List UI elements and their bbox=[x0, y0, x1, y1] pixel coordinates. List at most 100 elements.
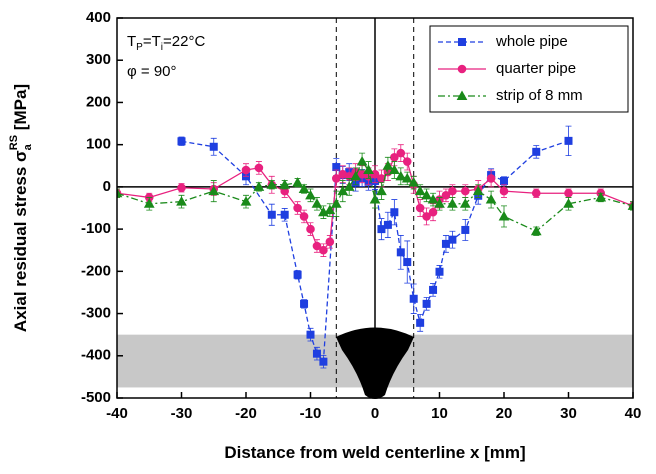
marker bbox=[421, 189, 432, 200]
marker bbox=[241, 165, 251, 175]
marker bbox=[429, 285, 438, 294]
marker bbox=[458, 38, 466, 46]
marker bbox=[435, 267, 444, 276]
y-tick-label: -200 bbox=[81, 262, 111, 279]
marker bbox=[415, 203, 425, 213]
y-tick-label: -300 bbox=[81, 305, 111, 322]
marker bbox=[461, 225, 470, 234]
legend-label: quarter pipe bbox=[496, 60, 576, 77]
marker bbox=[390, 208, 399, 217]
marker bbox=[414, 185, 426, 196]
axes: -40 -30 -20 -10 0 10 20 30 40-500-400-300-200-10… bbox=[81, 9, 641, 422]
annotation-part: =T bbox=[143, 33, 161, 50]
y-tick-label: -400 bbox=[81, 347, 111, 364]
x-tick-label: -10 bbox=[300, 405, 322, 422]
marker bbox=[356, 156, 368, 166]
marker bbox=[253, 181, 265, 191]
marker bbox=[293, 203, 302, 213]
y-tick-label: -500 bbox=[81, 389, 111, 406]
marker bbox=[461, 186, 470, 196]
marker bbox=[376, 185, 387, 196]
x-tick-label: -30 bbox=[171, 405, 193, 422]
marker bbox=[240, 196, 252, 206]
marker bbox=[408, 177, 420, 187]
marker bbox=[563, 198, 574, 208]
x-tick-label: 10 bbox=[431, 405, 448, 422]
marker bbox=[299, 212, 309, 221]
error-bar bbox=[630, 201, 633, 211]
annotation: TP=Ti=22°C bbox=[127, 33, 205, 53]
marker bbox=[325, 237, 335, 247]
marker bbox=[428, 207, 438, 217]
marker bbox=[416, 318, 425, 327]
marker bbox=[422, 212, 431, 221]
y-label-part: a bbox=[22, 143, 34, 150]
annotation-part: =22°C bbox=[163, 33, 205, 50]
marker bbox=[209, 142, 218, 151]
marker bbox=[396, 248, 405, 257]
marker bbox=[300, 299, 309, 308]
marker bbox=[485, 194, 497, 204]
marker bbox=[177, 183, 186, 193]
marker bbox=[499, 186, 509, 196]
x-tick-label: 40 bbox=[625, 405, 642, 422]
marker bbox=[382, 160, 394, 170]
marker bbox=[564, 136, 573, 145]
marker bbox=[267, 210, 276, 219]
legend-label: whole pipe bbox=[495, 33, 568, 50]
marker bbox=[498, 210, 510, 221]
marker bbox=[330, 198, 342, 208]
marker bbox=[472, 185, 484, 196]
x-axis-label: Distance from weld centerline x [mm] bbox=[224, 443, 525, 462]
marker bbox=[532, 147, 541, 156]
marker bbox=[402, 157, 412, 166]
marker bbox=[208, 185, 220, 196]
y-tick-label: 300 bbox=[86, 51, 111, 68]
y-tick-label: 400 bbox=[86, 9, 111, 26]
y-tick-label: 200 bbox=[86, 93, 111, 110]
y-label-part: [MPa] bbox=[11, 84, 30, 135]
y-tick-label: 100 bbox=[86, 136, 111, 153]
marker bbox=[627, 200, 633, 210]
y-label-part: RS bbox=[8, 135, 20, 150]
marker bbox=[319, 357, 328, 366]
y-tick-label: -100 bbox=[81, 220, 111, 237]
x-tick-label: -40 bbox=[106, 405, 128, 422]
marker bbox=[324, 204, 336, 215]
x-tick-label: 20 bbox=[496, 405, 513, 422]
y-label-part: Axial residual stress σ bbox=[11, 150, 30, 332]
annotation-part: i bbox=[161, 42, 163, 53]
series-line bbox=[181, 140, 569, 364]
marker bbox=[448, 186, 457, 196]
marker bbox=[266, 179, 278, 189]
marker bbox=[311, 198, 323, 208]
marker bbox=[143, 198, 155, 208]
marker bbox=[564, 188, 573, 198]
marker bbox=[459, 198, 471, 208]
marker bbox=[396, 148, 406, 158]
marker bbox=[350, 170, 362, 181]
marker bbox=[279, 179, 291, 189]
marker bbox=[306, 330, 315, 339]
marker bbox=[319, 245, 328, 255]
annotation-part: P bbox=[136, 42, 143, 53]
x-tick-label: 30 bbox=[560, 405, 577, 422]
marker bbox=[448, 235, 457, 244]
marker bbox=[176, 196, 187, 206]
marker bbox=[280, 210, 289, 219]
marker bbox=[370, 169, 380, 179]
marker bbox=[427, 194, 439, 204]
marker bbox=[401, 172, 413, 183]
marker bbox=[254, 163, 264, 173]
marker bbox=[395, 170, 407, 181]
marker bbox=[500, 176, 508, 185]
marker bbox=[177, 137, 186, 146]
marker bbox=[486, 174, 496, 183]
y-tick-label: 0 bbox=[103, 178, 111, 195]
annotation-part: T bbox=[127, 33, 136, 50]
marker bbox=[305, 189, 316, 200]
marker bbox=[332, 163, 341, 172]
marker bbox=[293, 270, 302, 279]
marker bbox=[312, 349, 321, 358]
